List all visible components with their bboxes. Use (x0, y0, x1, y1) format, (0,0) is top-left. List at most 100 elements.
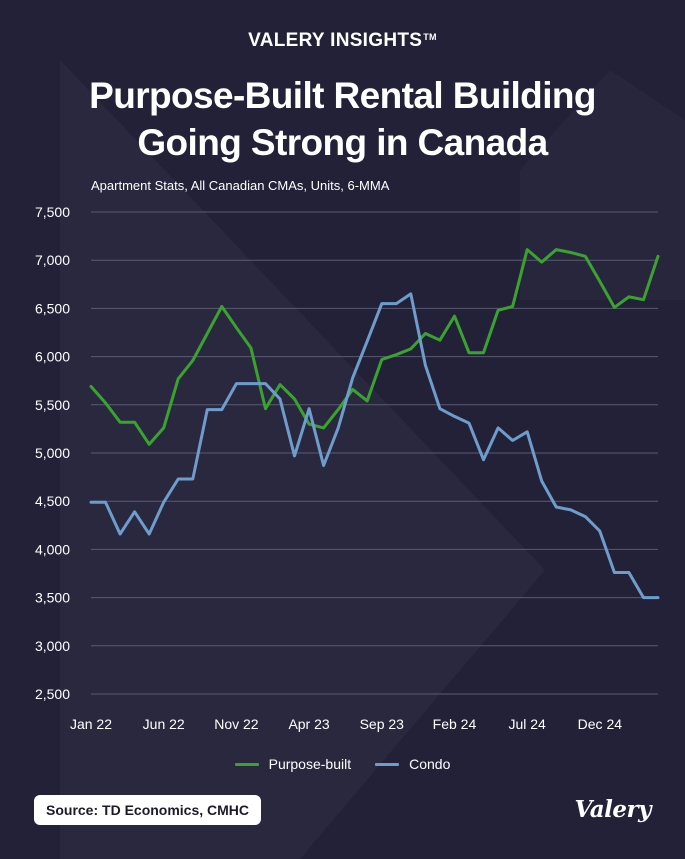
y-tick-label: 4,000 (35, 541, 70, 557)
data-point-condo (482, 458, 485, 461)
data-point-purpose-built (162, 426, 165, 430)
data-point-condo (467, 421, 471, 425)
data-point-purpose-built (453, 314, 456, 318)
data-point-condo (264, 382, 267, 385)
y-tick-label: 6,000 (35, 349, 70, 365)
data-point-condo (147, 532, 151, 536)
data-point-condo (613, 571, 616, 574)
y-tick-label: 7,000 (35, 252, 70, 268)
data-point-condo (380, 302, 383, 305)
data-point-condo (525, 430, 529, 433)
data-point-purpose-built (366, 399, 369, 403)
data-point-purpose-built (351, 388, 354, 391)
data-point-condo (293, 454, 296, 458)
data-point-condo (278, 397, 282, 401)
data-point-purpose-built (424, 332, 427, 335)
data-point-condo (540, 479, 543, 483)
chart-subtitle: Apartment Stats, All Canadian CMAs, Unit… (91, 178, 390, 193)
data-point-purpose-built (642, 298, 645, 301)
data-point-purpose-built (613, 306, 616, 309)
y-tick-label: 3,500 (35, 590, 70, 606)
x-tick-label: Jan 22 (70, 716, 112, 732)
data-point-condo (89, 500, 93, 504)
x-tick-label: Dec 24 (578, 716, 623, 732)
data-point-purpose-built (133, 420, 136, 424)
data-point-purpose-built (511, 305, 514, 308)
data-point-purpose-built (322, 426, 325, 430)
data-point-purpose-built (482, 351, 485, 354)
title-line-1: Purpose-Built Rental Building (89, 75, 596, 116)
data-point-condo (511, 439, 514, 442)
data-point-purpose-built (278, 383, 282, 386)
data-point-purpose-built (380, 358, 383, 361)
legend-swatch-condo (375, 762, 400, 766)
data-point-condo (627, 571, 631, 574)
data-point-condo (409, 292, 413, 296)
data-point-condo (642, 596, 645, 599)
data-point-condo (555, 505, 558, 509)
data-point-purpose-built (264, 407, 267, 410)
data-point-condo (569, 508, 572, 512)
data-point-purpose-built (249, 346, 253, 350)
data-point-purpose-built (584, 255, 587, 258)
data-point-purpose-built (496, 309, 500, 312)
data-point-purpose-built (409, 347, 413, 351)
x-tick-label: Feb 24 (433, 716, 477, 732)
data-point-purpose-built (598, 280, 602, 283)
data-point-condo (307, 407, 311, 410)
data-point-condo (235, 382, 238, 385)
source-badge: Source: TD Economics, CMHC (34, 795, 262, 825)
data-point-condo (118, 532, 122, 536)
data-point-purpose-built (104, 401, 107, 405)
y-tick-label: 2,500 (35, 686, 70, 702)
data-point-condo (351, 376, 354, 380)
data-point-purpose-built (89, 385, 93, 388)
data-point-condo (104, 500, 107, 504)
data-point-purpose-built (438, 339, 442, 342)
y-tick-label: 7,500 (35, 204, 70, 220)
data-point-condo (453, 415, 456, 418)
legend-label-condo: Condo (409, 756, 451, 772)
data-point-condo (336, 426, 340, 430)
data-point-condo (206, 408, 209, 411)
data-point-condo (249, 382, 253, 385)
x-tick-label: Jun 22 (143, 716, 185, 732)
data-point-purpose-built (177, 377, 180, 380)
page-title: Purpose-Built Rental Building Going Stro… (0, 72, 685, 166)
data-point-condo (598, 529, 602, 533)
data-point-condo (496, 426, 500, 430)
data-point-purpose-built (307, 422, 311, 426)
data-point-purpose-built (555, 248, 558, 251)
data-point-purpose-built (191, 359, 194, 362)
series-line-condo (89, 292, 660, 600)
data-point-purpose-built (336, 408, 340, 411)
data-point-purpose-built (220, 305, 224, 308)
data-point-purpose-built (540, 260, 543, 264)
data-point-purpose-built (147, 443, 151, 446)
chart-legend: Purpose-built Condo (0, 756, 685, 772)
data-point-purpose-built (118, 420, 122, 424)
data-point-condo (162, 500, 165, 504)
y-tick-label: 5,500 (35, 397, 70, 413)
x-tick-label: Nov 22 (214, 716, 259, 732)
data-point-condo (395, 302, 398, 305)
y-tick-label: 3,000 (35, 638, 70, 654)
y-tick-label: 5,000 (35, 445, 70, 461)
data-point-condo (177, 477, 180, 481)
legend-item-purpose-built: Purpose-built (234, 756, 351, 772)
x-tick-label: Apr 23 (288, 716, 329, 732)
data-point-condo (191, 477, 194, 481)
x-tick-label: Sep 23 (360, 716, 405, 732)
data-point-condo (220, 408, 224, 411)
y-tick-label: 4,500 (35, 493, 70, 509)
data-point-condo (656, 596, 660, 599)
series-line-purpose-built (89, 248, 660, 446)
data-point-purpose-built (569, 251, 572, 254)
data-point-purpose-built (525, 248, 529, 251)
data-point-purpose-built (467, 351, 471, 354)
data-point-purpose-built (395, 353, 398, 356)
data-point-condo (322, 464, 325, 467)
data-point-condo (133, 510, 136, 514)
data-point-purpose-built (627, 295, 631, 299)
data-point-purpose-built (235, 326, 238, 329)
